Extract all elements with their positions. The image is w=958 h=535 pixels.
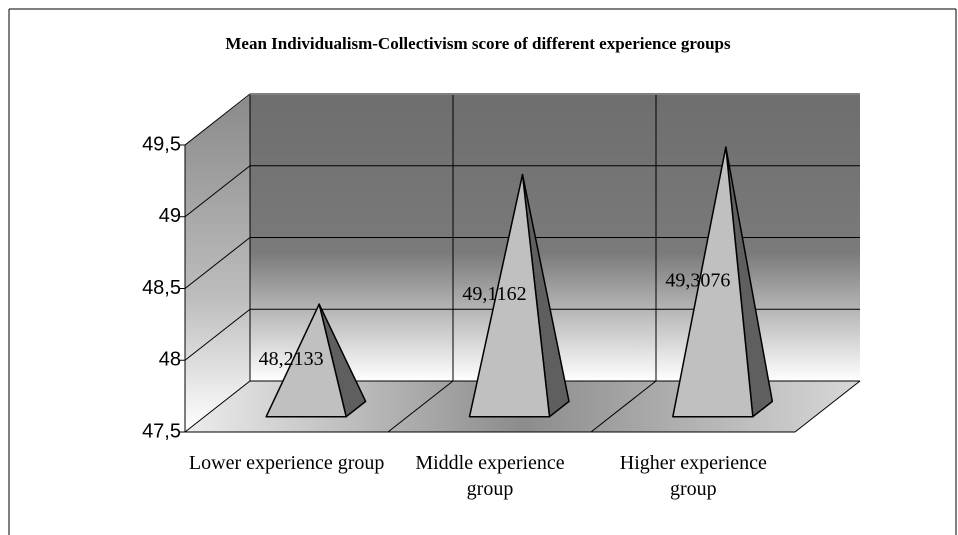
x-tick-label: Higher experience group	[619, 452, 767, 500]
y-tick-label: 48,5	[142, 277, 181, 299]
y-tick-label: 49	[159, 205, 181, 227]
side-grid-line	[184, 308, 251, 361]
y-tick-label: 47,5	[142, 420, 181, 442]
value-label: 49,3076	[665, 269, 730, 291]
x-tick-label: Lower experience group	[188, 452, 385, 474]
y-tick-label: 49,5	[142, 133, 181, 155]
chart-title: Mean Individualism-Collectivism score of…	[225, 34, 731, 53]
side-grid-line	[184, 237, 251, 289]
pyramid-front	[468, 173, 551, 418]
pyramid-front	[265, 303, 347, 418]
pyramid-front	[672, 146, 754, 418]
floor-edge	[794, 380, 861, 433]
x-tick-label: Middle experience group	[415, 452, 565, 500]
side-grid-line	[184, 93, 251, 146]
side-grid-line	[184, 380, 251, 433]
floor-divider	[590, 380, 657, 433]
value-label: 49,1162	[462, 283, 526, 305]
floor-divider	[387, 380, 454, 433]
value-label: 48,2133	[259, 348, 324, 370]
side-grid-line	[184, 165, 251, 218]
y-tick-label: 48	[159, 349, 181, 371]
